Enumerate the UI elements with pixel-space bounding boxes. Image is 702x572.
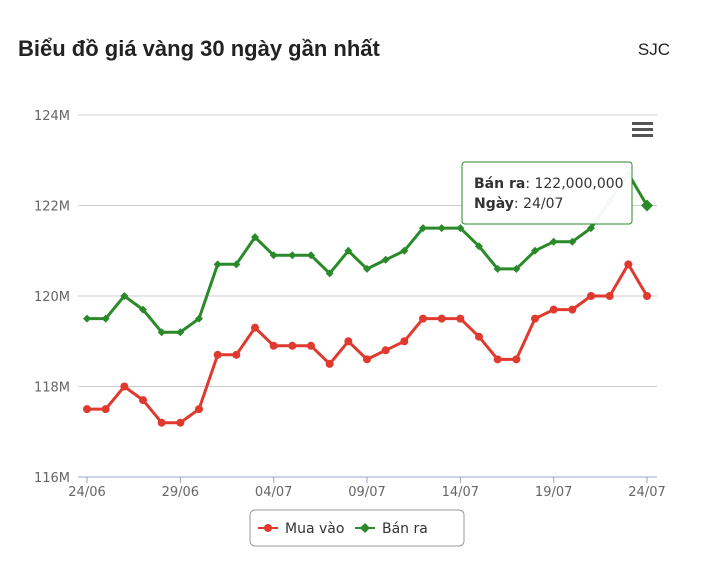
data-point-mua-vao[interactable] bbox=[587, 292, 595, 300]
data-point-mua-vao[interactable] bbox=[269, 341, 278, 350]
svg-text:Ngày: 24/07: Ngày: 24/07 bbox=[474, 196, 563, 212]
tooltip: Bán ra: 122,000,000 Ngày: 24/07 bbox=[461, 161, 633, 225]
data-point-ban-ra[interactable] bbox=[363, 264, 371, 273]
data-point-mua-vao[interactable] bbox=[643, 292, 651, 300]
data-point-mua-vao[interactable] bbox=[157, 418, 166, 427]
legend-item-mua-vao[interactable]: Mua vào bbox=[258, 521, 344, 537]
x-tick-label: 24/07 bbox=[628, 485, 665, 500]
x-tick-label: 24/06 bbox=[68, 485, 105, 500]
y-tick-label: 120M bbox=[34, 290, 70, 305]
y-axis: 116M 118M 120M 122M 124M bbox=[34, 109, 70, 486]
tooltip-value: 122,000,000 bbox=[534, 176, 623, 192]
data-point-mua-vao[interactable] bbox=[624, 260, 633, 269]
data-point-mua-vao[interactable] bbox=[83, 405, 91, 414]
data-point-mua-vao[interactable] bbox=[531, 314, 539, 323]
x-tick-label: 19/07 bbox=[535, 485, 572, 500]
data-point-ban-ra[interactable] bbox=[288, 251, 297, 260]
x-axis: 24/06 29/06 04/07 09/07 14/07 19/07 24/07 bbox=[68, 476, 666, 500]
x-tick-label: 14/07 bbox=[442, 485, 479, 500]
data-point-mua-vao[interactable] bbox=[251, 323, 259, 332]
chart-title: Biểu đồ giá vàng 30 ngày gần nhất bbox=[18, 36, 380, 61]
x-tick-label: 09/07 bbox=[348, 485, 385, 500]
y-tick-label: 122M bbox=[34, 200, 70, 215]
data-point-ban-ra[interactable] bbox=[344, 246, 353, 255]
data-point-ban-ra[interactable] bbox=[251, 233, 259, 242]
data-point-mua-vao[interactable] bbox=[344, 337, 353, 346]
data-point-ban-ra[interactable] bbox=[195, 314, 203, 323]
data-point-mua-vao[interactable] bbox=[307, 341, 315, 350]
brand-label: SJC bbox=[637, 40, 670, 59]
data-point-mua-vao[interactable] bbox=[381, 346, 390, 355]
tooltip-date: 24/07 bbox=[523, 196, 563, 212]
hamburger-menu-icon[interactable] bbox=[626, 114, 658, 144]
tooltip-series-label: Bán ra bbox=[474, 176, 525, 192]
data-point-mua-vao[interactable] bbox=[101, 405, 110, 414]
data-point-mua-vao[interactable] bbox=[549, 305, 558, 314]
data-point-ban-ra[interactable] bbox=[437, 224, 446, 233]
data-point-mua-vao[interactable] bbox=[195, 405, 203, 414]
data-point-ban-ra[interactable] bbox=[307, 251, 315, 260]
data-point-mua-vao[interactable] bbox=[605, 292, 614, 300]
data-point-mua-vao[interactable] bbox=[325, 359, 334, 368]
data-point-ban-ra[interactable] bbox=[475, 242, 483, 251]
data-point-ban-ra[interactable] bbox=[213, 260, 222, 269]
data-point-mua-vao[interactable] bbox=[568, 305, 577, 314]
x-tick-label: 29/06 bbox=[162, 485, 199, 500]
data-point-ban-ra[interactable] bbox=[641, 199, 653, 212]
series-line-mua-vao bbox=[87, 262, 649, 425]
y-tick-label: 116M bbox=[34, 471, 70, 486]
legend-marker-mua-vao bbox=[264, 524, 272, 532]
data-point-ban-ra[interactable] bbox=[120, 292, 129, 300]
data-point-ban-ra[interactable] bbox=[232, 260, 241, 269]
data-point-mua-vao[interactable] bbox=[288, 341, 297, 350]
data-point-ban-ra[interactable] bbox=[139, 305, 147, 314]
data-point-ban-ra[interactable] bbox=[400, 246, 409, 255]
data-point-ban-ra[interactable] bbox=[419, 224, 427, 233]
data-point-mua-vao[interactable] bbox=[493, 355, 502, 364]
data-point-ban-ra[interactable] bbox=[269, 251, 278, 260]
legend: Mua vào Bán ra bbox=[249, 509, 465, 547]
data-point-ban-ra[interactable] bbox=[493, 264, 502, 273]
y-tick-label: 118M bbox=[34, 381, 70, 396]
data-point-ban-ra[interactable] bbox=[83, 314, 91, 323]
data-point-ban-ra[interactable] bbox=[325, 269, 334, 278]
data-point-ban-ra[interactable] bbox=[512, 264, 521, 273]
data-point-ban-ra[interactable] bbox=[456, 224, 465, 233]
x-tick-label: 04/07 bbox=[255, 485, 292, 500]
data-point-mua-vao[interactable] bbox=[419, 314, 427, 323]
data-point-mua-vao[interactable] bbox=[400, 337, 409, 346]
data-point-mua-vao[interactable] bbox=[456, 314, 465, 323]
data-point-mua-vao[interactable] bbox=[512, 355, 521, 364]
data-point-ban-ra[interactable] bbox=[587, 224, 595, 233]
legend-marker-ban-ra bbox=[360, 523, 370, 533]
data-point-ban-ra[interactable] bbox=[176, 328, 185, 337]
y-tick-label: 124M bbox=[34, 109, 70, 124]
legend-label-ban-ra: Bán ra bbox=[382, 521, 428, 537]
data-point-mua-vao[interactable] bbox=[437, 314, 446, 323]
data-point-ban-ra[interactable] bbox=[381, 255, 390, 264]
data-point-ban-ra[interactable] bbox=[568, 237, 577, 246]
data-point-ban-ra[interactable] bbox=[531, 246, 539, 255]
data-point-mua-vao[interactable] bbox=[139, 396, 147, 405]
legend-item-ban-ra[interactable]: Bán ra bbox=[355, 521, 428, 537]
data-point-mua-vao[interactable] bbox=[475, 332, 483, 341]
data-point-ban-ra[interactable] bbox=[101, 314, 110, 323]
data-point-ban-ra[interactable] bbox=[157, 328, 166, 337]
legend-label-mua-vao: Mua vào bbox=[285, 521, 344, 537]
data-point-mua-vao[interactable] bbox=[176, 418, 185, 427]
data-point-mua-vao[interactable] bbox=[363, 355, 371, 364]
data-point-mua-vao[interactable] bbox=[120, 382, 129, 391]
svg-text:Bán ra: 122,000,000: Bán ra: 122,000,000 bbox=[474, 176, 624, 192]
data-point-mua-vao[interactable] bbox=[213, 350, 222, 359]
data-point-ban-ra[interactable] bbox=[549, 237, 558, 246]
tooltip-date-label: Ngày bbox=[474, 196, 514, 212]
data-point-mua-vao[interactable] bbox=[232, 350, 241, 359]
